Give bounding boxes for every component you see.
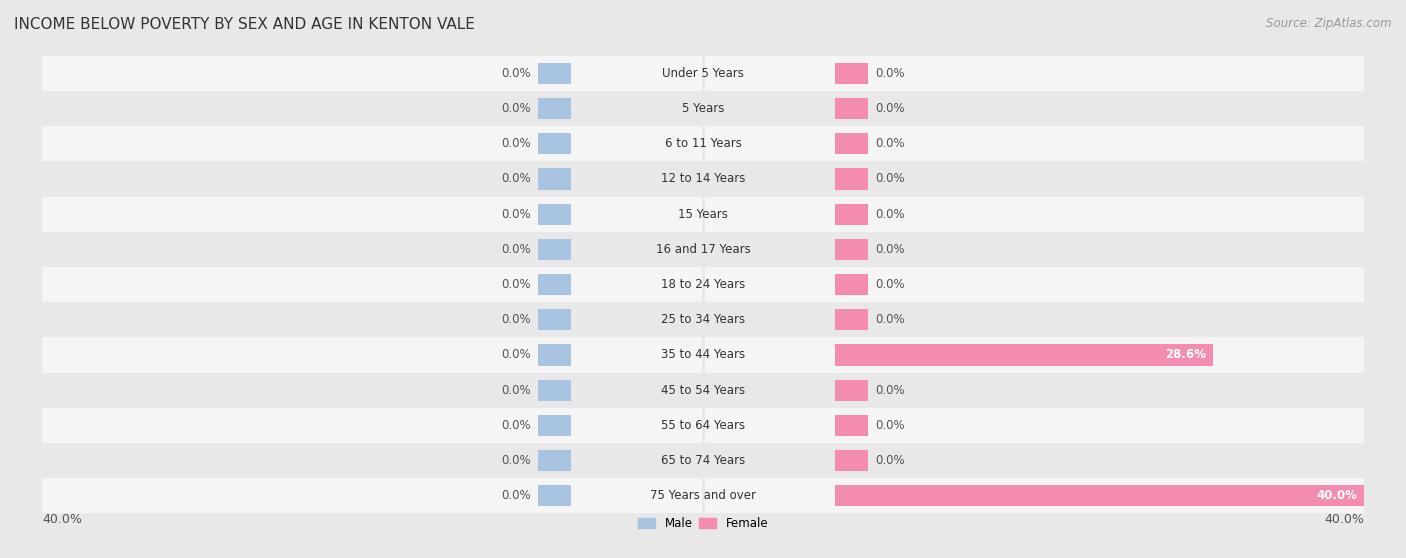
Bar xyxy=(835,274,868,295)
Text: 45 to 54 Years: 45 to 54 Years xyxy=(661,384,745,397)
Bar xyxy=(537,485,571,506)
Text: 0.0%: 0.0% xyxy=(502,313,531,326)
Legend: Male, Female: Male, Female xyxy=(633,512,773,535)
Bar xyxy=(835,309,868,330)
Text: 55 to 64 Years: 55 to 64 Years xyxy=(661,419,745,432)
Bar xyxy=(835,415,868,436)
Bar xyxy=(835,133,868,155)
Text: 0.0%: 0.0% xyxy=(875,278,904,291)
Text: 0.0%: 0.0% xyxy=(875,102,904,115)
Text: Under 5 Years: Under 5 Years xyxy=(662,67,744,80)
Bar xyxy=(42,196,1364,232)
Text: 6 to 11 Years: 6 to 11 Years xyxy=(665,137,741,150)
Text: 0.0%: 0.0% xyxy=(875,208,904,220)
Text: 0.0%: 0.0% xyxy=(502,454,531,467)
Text: 40.0%: 40.0% xyxy=(1316,489,1357,502)
Bar xyxy=(537,379,571,401)
Text: 15 Years: 15 Years xyxy=(678,208,728,220)
Text: 40.0%: 40.0% xyxy=(42,513,82,526)
Text: 0.0%: 0.0% xyxy=(502,67,531,80)
Text: 75 Years and over: 75 Years and over xyxy=(650,489,756,502)
Text: 0.0%: 0.0% xyxy=(502,278,531,291)
Text: 65 to 74 Years: 65 to 74 Years xyxy=(661,454,745,467)
Bar xyxy=(835,344,1213,365)
Bar xyxy=(537,204,571,225)
Text: 0.0%: 0.0% xyxy=(502,489,531,502)
Text: 0.0%: 0.0% xyxy=(502,384,531,397)
Bar xyxy=(537,63,571,84)
Bar xyxy=(537,133,571,155)
Text: 0.0%: 0.0% xyxy=(875,384,904,397)
Text: 0.0%: 0.0% xyxy=(875,313,904,326)
Bar xyxy=(835,239,868,260)
Bar xyxy=(537,309,571,330)
Bar xyxy=(42,232,1364,267)
Text: 40.0%: 40.0% xyxy=(1324,513,1364,526)
Text: 0.0%: 0.0% xyxy=(502,172,531,185)
Text: 5 Years: 5 Years xyxy=(682,102,724,115)
Text: 0.0%: 0.0% xyxy=(502,102,531,115)
Bar xyxy=(835,169,868,190)
Bar xyxy=(42,161,1364,196)
Text: 0.0%: 0.0% xyxy=(502,208,531,220)
Bar xyxy=(835,379,868,401)
Bar xyxy=(42,267,1364,302)
Text: 28.6%: 28.6% xyxy=(1166,349,1206,362)
Bar xyxy=(42,91,1364,126)
Bar xyxy=(537,274,571,295)
Text: 0.0%: 0.0% xyxy=(875,137,904,150)
Text: INCOME BELOW POVERTY BY SEX AND AGE IN KENTON VALE: INCOME BELOW POVERTY BY SEX AND AGE IN K… xyxy=(14,17,475,32)
Bar xyxy=(42,373,1364,408)
Bar xyxy=(835,63,868,84)
Text: 0.0%: 0.0% xyxy=(875,67,904,80)
Text: 0.0%: 0.0% xyxy=(875,243,904,256)
Bar xyxy=(42,302,1364,338)
Text: 0.0%: 0.0% xyxy=(502,419,531,432)
Bar xyxy=(42,408,1364,443)
Text: 0.0%: 0.0% xyxy=(502,349,531,362)
Text: 35 to 44 Years: 35 to 44 Years xyxy=(661,349,745,362)
Bar xyxy=(835,98,868,119)
Bar xyxy=(42,443,1364,478)
Bar xyxy=(537,415,571,436)
Bar xyxy=(835,204,868,225)
Text: 25 to 34 Years: 25 to 34 Years xyxy=(661,313,745,326)
Text: 0.0%: 0.0% xyxy=(502,243,531,256)
Text: Source: ZipAtlas.com: Source: ZipAtlas.com xyxy=(1267,17,1392,30)
Text: 16 and 17 Years: 16 and 17 Years xyxy=(655,243,751,256)
Text: 0.0%: 0.0% xyxy=(875,172,904,185)
Text: 0.0%: 0.0% xyxy=(875,454,904,467)
Bar xyxy=(537,169,571,190)
Text: 0.0%: 0.0% xyxy=(875,419,904,432)
Text: 18 to 24 Years: 18 to 24 Years xyxy=(661,278,745,291)
Bar xyxy=(537,239,571,260)
Bar xyxy=(42,126,1364,161)
Bar xyxy=(42,338,1364,373)
Bar xyxy=(537,450,571,471)
Bar xyxy=(537,98,571,119)
Bar xyxy=(537,344,571,365)
Text: 12 to 14 Years: 12 to 14 Years xyxy=(661,172,745,185)
Bar xyxy=(42,56,1364,91)
Text: 0.0%: 0.0% xyxy=(502,137,531,150)
Bar xyxy=(42,478,1364,513)
Bar xyxy=(835,450,868,471)
Bar xyxy=(835,485,1364,506)
